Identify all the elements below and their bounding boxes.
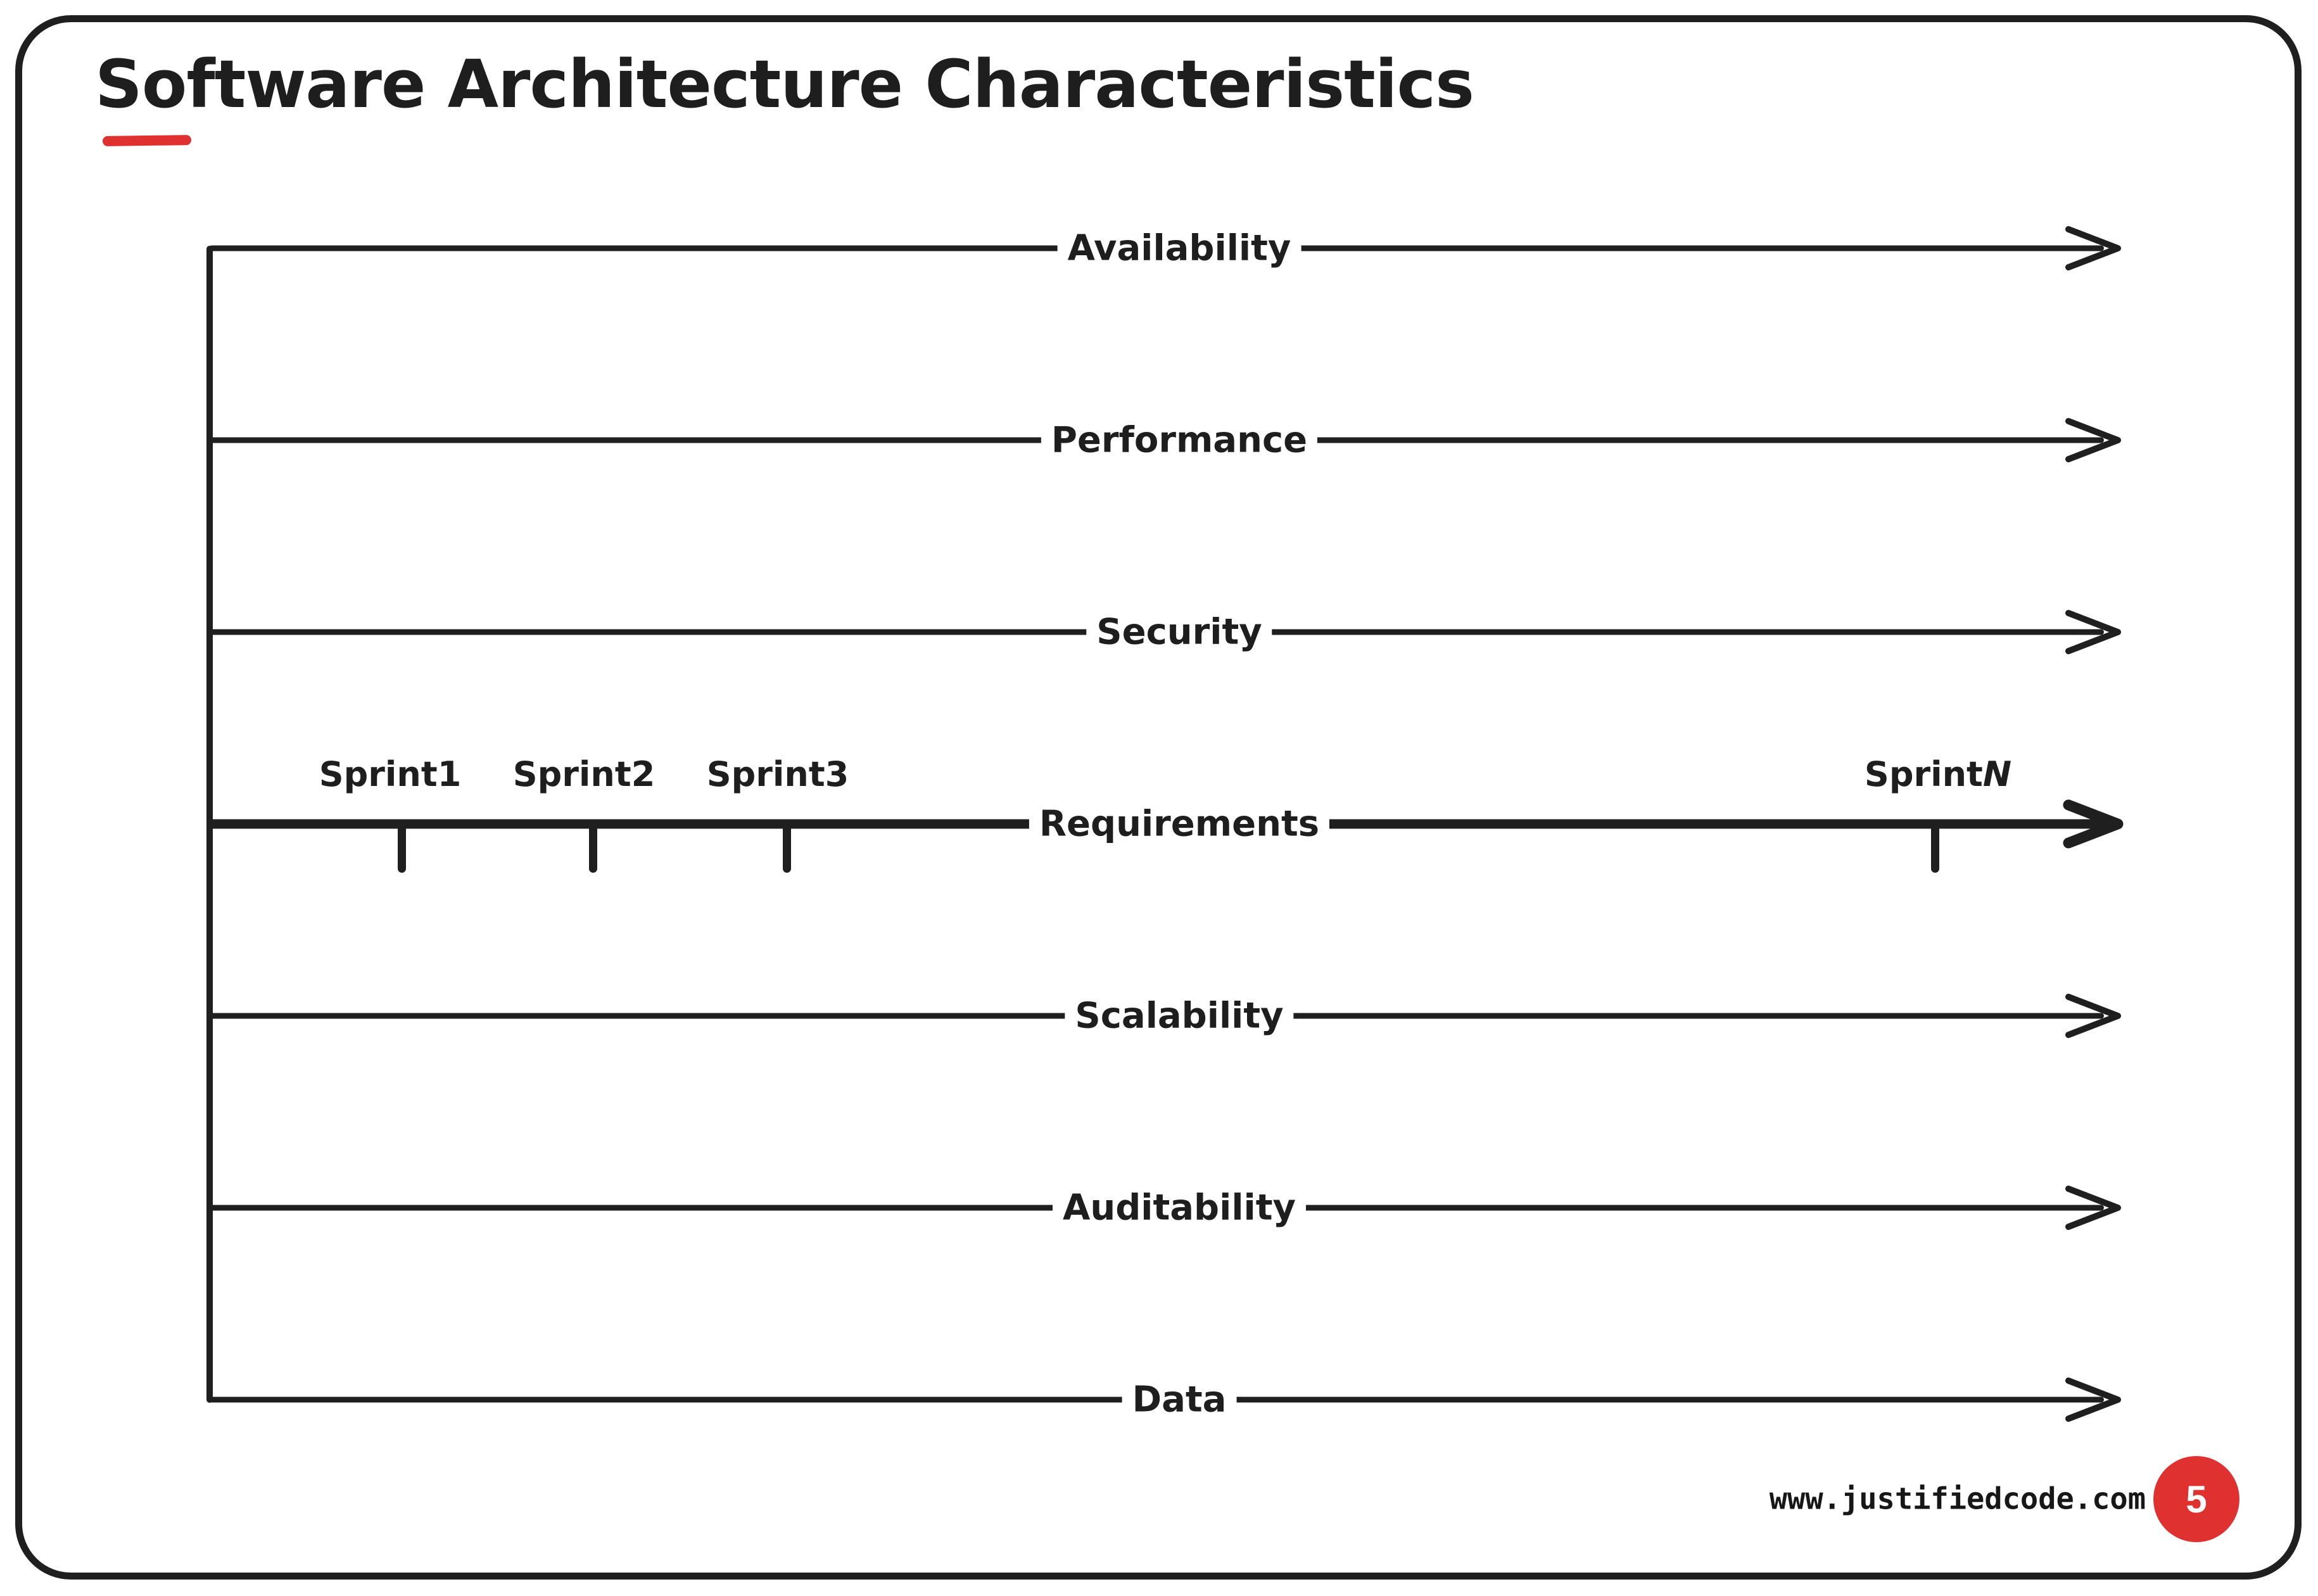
characteristic-row-performance: Performance [209, 396, 2121, 484]
sprint-tick [398, 821, 406, 873]
slide-border [15, 15, 2302, 1580]
row-label: Auditability [1053, 1187, 1306, 1229]
sprint-tick [1931, 821, 1939, 873]
row-label: Scalability [1065, 995, 1294, 1037]
arrow-head-icon [2065, 418, 2121, 462]
characteristic-row-availability: Availability [209, 204, 2121, 293]
page-number: 5 [2186, 1478, 2207, 1521]
characteristic-row-data: Data [209, 1355, 2121, 1444]
sprint-label-3: Sprint3 [706, 754, 849, 794]
sprint-tick [589, 821, 597, 873]
arrow-head-icon [2065, 1186, 2121, 1230]
website-url: www.justifiedcode.com [1769, 1481, 2146, 1517]
arrow-head-icon [2065, 1378, 2121, 1422]
characteristic-row-scalability: Scalability [209, 972, 2121, 1060]
characteristic-row-auditability: Auditability [209, 1163, 2121, 1252]
arrow-head-icon [2063, 799, 2124, 849]
sprint-tick [783, 821, 791, 873]
arrow-head-icon [2065, 994, 2121, 1038]
sprint-label-2: Sprint2 [512, 754, 656, 794]
characteristic-row-requirements: Requirements [209, 780, 2124, 868]
row-label: Data [1122, 1379, 1237, 1421]
page-number-badge: 5 [2153, 1456, 2239, 1542]
title-underline-accent [102, 135, 192, 146]
arrow-head-icon [2065, 226, 2121, 270]
row-label: Requirements [1029, 803, 1330, 845]
arrow-head-icon [2065, 610, 2121, 654]
sprint-label-n: SprintN [1864, 754, 2012, 794]
row-label: Availability [1057, 227, 1302, 269]
row-label: Performance [1041, 419, 1318, 461]
page-title: Software Architecture Characteristics [95, 46, 1474, 123]
characteristic-row-security: Security [209, 588, 2121, 676]
row-label: Security [1086, 611, 1272, 653]
sprint-label-1: Sprint1 [319, 754, 462, 794]
